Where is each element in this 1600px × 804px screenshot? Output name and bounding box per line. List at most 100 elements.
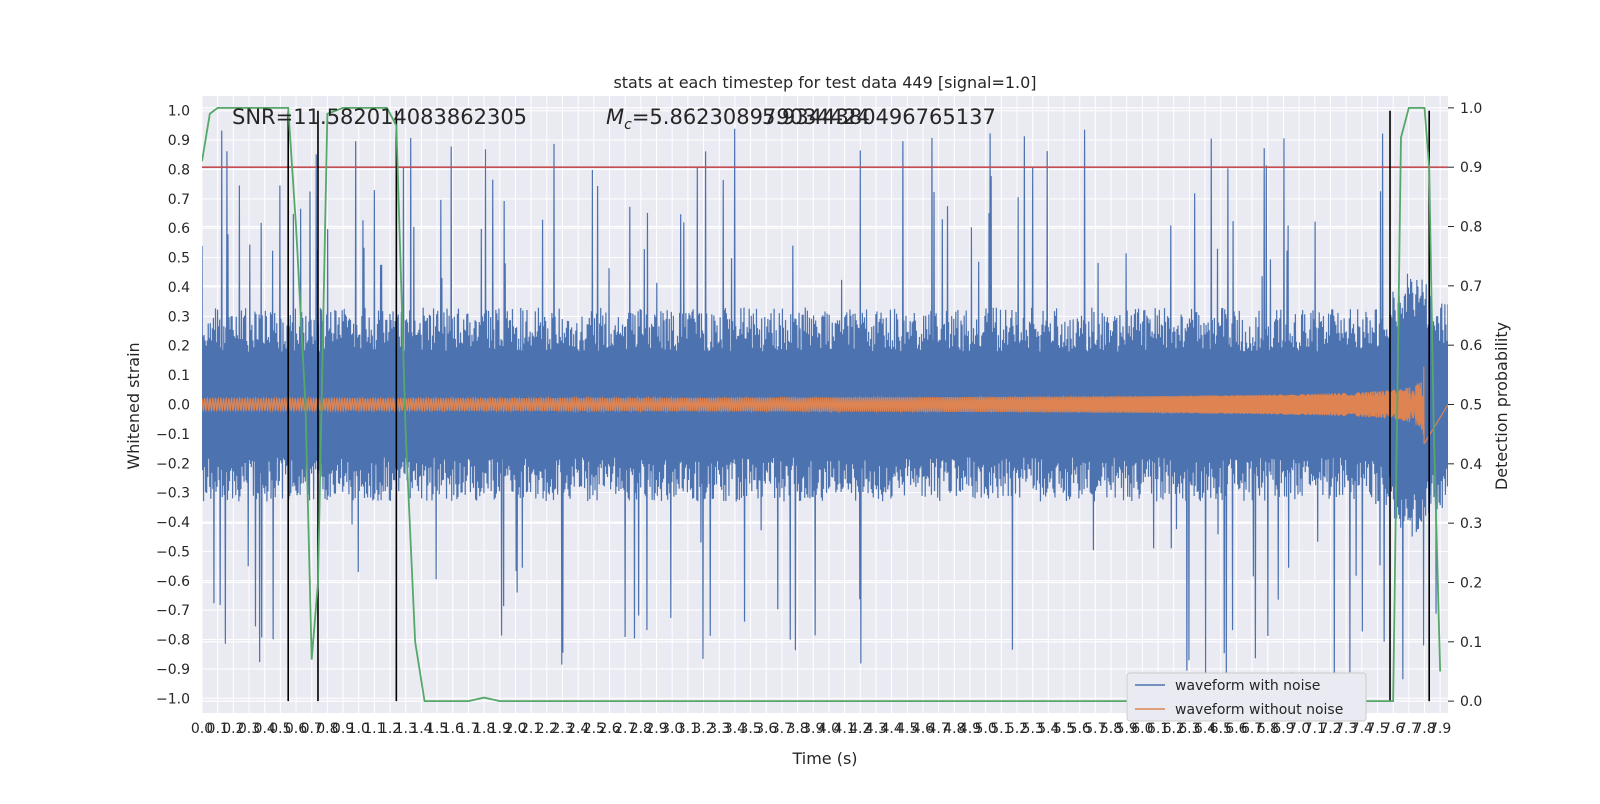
- x-tick-label: 0.5: [269, 721, 291, 737]
- y-tick-label: 0.7: [168, 192, 190, 208]
- x-tick-label: 4.2: [849, 721, 871, 737]
- x-tick-label: 4.7: [927, 721, 949, 737]
- x-tick-label: 7.6: [1382, 721, 1404, 737]
- x-tick-label: 2.6: [598, 721, 620, 737]
- x-tick-label: 6.5: [1210, 721, 1232, 737]
- y-axis-label: Whitened strain: [124, 342, 143, 469]
- x-tick-label: 2.5: [583, 721, 605, 737]
- x-tick-label: 0.6: [285, 721, 307, 737]
- x-tick-label: 3.4: [724, 721, 746, 737]
- x-tick-label: 7.9: [1429, 721, 1451, 737]
- x-tick-label: 2.3: [551, 721, 573, 737]
- y-tick-label: 0.4: [168, 280, 190, 296]
- x-tick-label: 5.7: [1084, 721, 1106, 737]
- x-tick-label: 6.6: [1225, 721, 1247, 737]
- x-tick-label: 6.1: [1147, 721, 1169, 737]
- y2-tick-label: 0.6: [1460, 338, 1482, 354]
- x-tick-label: 0.9: [332, 721, 354, 737]
- y2-tick-label: 0.4: [1460, 457, 1482, 473]
- x-tick-label: 7.5: [1366, 721, 1388, 737]
- y-tick-label: −0.9: [156, 662, 190, 678]
- y2-tick-label: 0.8: [1460, 220, 1482, 236]
- x-tick-label: 2.7: [614, 721, 636, 737]
- x-tick-label: 7.8: [1413, 721, 1435, 737]
- x-tick-label: 3.8: [786, 721, 808, 737]
- y-tick-label: −0.4: [156, 515, 190, 531]
- x-tick-label: 1.9: [489, 721, 511, 737]
- x-tick-label: 1.7: [457, 721, 479, 737]
- y2-axis-label: Detection probability: [1492, 322, 1511, 490]
- x-tick-label: 4.6: [912, 721, 934, 737]
- mc-symbol: M: [606, 105, 624, 129]
- x-tick-label: 6.7: [1241, 721, 1263, 737]
- x-tick-label: 1.4: [410, 721, 432, 737]
- mc-subscript: c: [624, 117, 632, 133]
- x-tick-label: 5.0: [975, 721, 997, 737]
- y-tick-label: 0.5: [168, 251, 190, 267]
- chart-title: stats at each timestep for test data 449…: [613, 73, 1036, 92]
- x-tick-label: 0.0: [191, 721, 213, 737]
- x-tick-label: 2.2: [536, 721, 558, 737]
- x-tick-label: 6.9: [1272, 721, 1294, 737]
- x-tick-label: 0.8: [316, 721, 338, 737]
- x-tick-label: 3.5: [739, 721, 761, 737]
- y2-tick-label: 1.0: [1460, 101, 1482, 117]
- x-tick-label: 0.4: [254, 721, 276, 737]
- x-tick-label: 4.0: [818, 721, 840, 737]
- x-tick-label: 5.3: [1022, 721, 1044, 737]
- x-tick-label: 5.9: [1116, 721, 1138, 737]
- x-tick-label: 3.3: [708, 721, 730, 737]
- y2-tick-label: 0.1: [1460, 635, 1482, 651]
- y-tick-label: 0.1: [168, 368, 190, 384]
- y-tick-label: −0.2: [156, 456, 190, 472]
- legend-label-noise: waveform with noise: [1175, 678, 1320, 694]
- x-tick-label: 6.8: [1257, 721, 1279, 737]
- y-tick-label: 0.6: [168, 221, 190, 237]
- x-tick-label: 4.4: [880, 721, 902, 737]
- x-tick-label: 0.7: [301, 721, 323, 737]
- legend-label-clean: waveform without noise: [1175, 702, 1343, 718]
- legend: waveform with noise waveform without noi…: [1126, 672, 1367, 722]
- x-tick-label: 3.7: [771, 721, 793, 737]
- x-tick-label: 2.4: [567, 721, 589, 737]
- x-tick-label: 3.2: [692, 721, 714, 737]
- x-tick-label: 0.3: [238, 721, 260, 737]
- mc-annotation: Mc=5.862308979034424: [606, 105, 870, 133]
- x-tick-label: 5.2: [1006, 721, 1028, 737]
- x-tick-label: 2.8: [630, 721, 652, 737]
- series-waveform-without-noise: [202, 366, 1448, 444]
- y-tick-label: −0.8: [156, 633, 190, 649]
- y-tick-label: −1.0: [156, 691, 190, 707]
- x-tick-label: 6.4: [1194, 721, 1216, 737]
- x-tick-label: 5.4: [1037, 721, 1059, 737]
- y2-tick-label: 0.2: [1460, 575, 1482, 591]
- x-tick-label: 1.6: [442, 721, 464, 737]
- x-tick-label: 7.7: [1398, 721, 1420, 737]
- x-tick-label: 3.1: [677, 721, 699, 737]
- y-tick-label: −0.6: [156, 574, 190, 590]
- series-detection-probability: [202, 106, 1442, 703]
- legend-box: [1126, 672, 1367, 722]
- x-tick-label: 2.1: [520, 721, 542, 737]
- y-tick-label: −0.5: [156, 544, 190, 560]
- y2-tick-label: 0.9: [1460, 160, 1482, 176]
- y2-tick-label: 0.7: [1460, 279, 1482, 295]
- y-tick-label: 0.9: [168, 133, 190, 149]
- x-tick-label: 0.1: [207, 721, 229, 737]
- y-tick-label: 0.3: [168, 309, 190, 325]
- x-tick-label: 4.5: [896, 721, 918, 737]
- x-tick-label: 0.2: [222, 721, 244, 737]
- x-tick-label: 7.2: [1319, 721, 1341, 737]
- x-tick-label: 6.3: [1178, 721, 1200, 737]
- x-tick-label: 5.6: [1069, 721, 1091, 737]
- overlapping-annotation: 5.9344380496765137: [762, 105, 996, 129]
- x-tick-label: 5.1: [990, 721, 1012, 737]
- y-tick-label: 0.0: [168, 398, 190, 414]
- x-tick-label: 4.8: [943, 721, 965, 737]
- x-tick-label: 1.3: [395, 721, 417, 737]
- x-tick-label: 4.3: [865, 721, 887, 737]
- y-tick-label: −0.1: [156, 427, 190, 443]
- x-tick-label: 1.2: [379, 721, 401, 737]
- x-tick-label: 1.0: [348, 721, 370, 737]
